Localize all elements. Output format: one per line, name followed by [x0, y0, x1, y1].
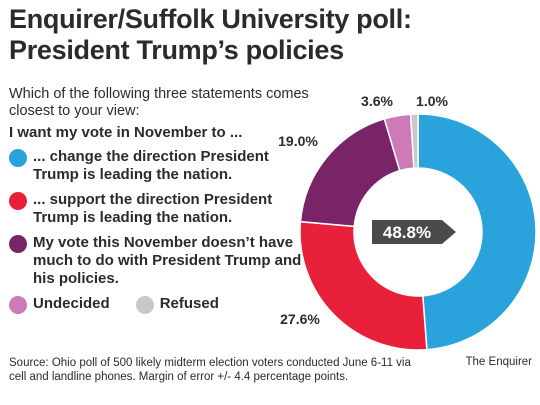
slice-label-change: 48.8%: [383, 223, 431, 242]
source-note: Source: Ohio poll of 500 likely midterm …: [9, 357, 411, 383]
slice-change: [417, 113, 537, 351]
slice-label-not-much: 19.0%: [278, 133, 318, 149]
legend-heading: I want my vote in November to ...: [9, 124, 243, 141]
chart-title-line-1: Enquirer/Suffolk University poll:: [9, 4, 412, 34]
legend-item-not-much: My vote this November doesn’t have much …: [9, 234, 309, 288]
legend-item-refused: Refused: [135, 295, 219, 314]
legend-swatch-change: [9, 149, 27, 167]
legend-label-refused: Refused: [159, 295, 219, 312]
slice-refused: [409, 113, 419, 169]
legend-label-undecided: Undecided: [33, 295, 110, 312]
legend-label-change: ... change the direction President Trump…: [33, 148, 269, 183]
credit: The Enquirer: [465, 356, 532, 368]
legend-label-support: ... support the direction President Trum…: [33, 191, 273, 226]
slice-label-support: 27.6%: [280, 311, 320, 327]
center-callout: 48.8%: [372, 220, 456, 244]
legend-item-support: ... support the direction President Trum…: [9, 191, 309, 227]
chart-title-line-2: President Trump’s policies: [9, 35, 344, 65]
legend-item-undecided: Undecided: [9, 295, 110, 314]
legend-label-not-much: My vote this November doesn’t have much …: [33, 234, 302, 287]
legend-swatch-undecided: [9, 296, 27, 314]
legend-swatch-not-much: [9, 235, 27, 253]
slice-label-refused: 1.0%: [416, 93, 448, 109]
legend-swatch-refused: [135, 296, 154, 314]
legend: I want my vote in November to ... ... ch…: [9, 124, 309, 314]
chart-subtitle: Which of the following three statements …: [9, 86, 309, 119]
legend-item-change: ... change the direction President Trump…: [9, 148, 309, 184]
center-callout-box: [372, 220, 456, 244]
legend-row-other: Undecided Refused: [9, 295, 309, 314]
slice-label-undecided: 3.6%: [361, 93, 393, 109]
chart-title: Enquirer/Suffolk University poll: Presid…: [9, 4, 534, 66]
slice-support: [299, 220, 428, 351]
legend-swatch-support: [9, 192, 27, 210]
